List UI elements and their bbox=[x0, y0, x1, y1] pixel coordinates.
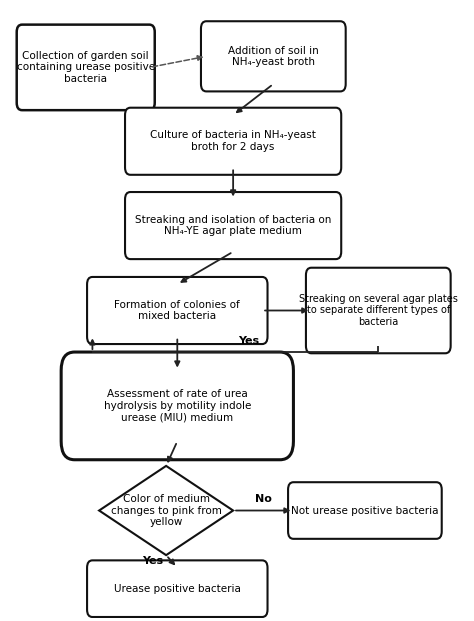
Text: Not urease positive bacteria: Not urease positive bacteria bbox=[291, 505, 438, 515]
FancyBboxPatch shape bbox=[201, 21, 346, 91]
Text: Yes: Yes bbox=[238, 336, 259, 346]
FancyBboxPatch shape bbox=[17, 25, 155, 110]
FancyBboxPatch shape bbox=[125, 192, 341, 259]
Text: Streaking and isolation of bacteria on
NH₄-YE agar plate medium: Streaking and isolation of bacteria on N… bbox=[135, 215, 331, 237]
FancyBboxPatch shape bbox=[306, 268, 451, 353]
Text: Assessment of rate of urea
hydrolysis by motility indole
urease (MIU) medium: Assessment of rate of urea hydrolysis by… bbox=[104, 389, 251, 422]
Text: Streaking on several agar plates
to separate different types of
bacteria: Streaking on several agar plates to sepa… bbox=[299, 294, 458, 327]
FancyBboxPatch shape bbox=[87, 277, 267, 344]
Text: Addition of soil in
NH₄-yeast broth: Addition of soil in NH₄-yeast broth bbox=[228, 45, 319, 67]
Text: Color of medium
changes to pink from
yellow: Color of medium changes to pink from yel… bbox=[111, 494, 221, 527]
Text: Formation of colonies of
mixed bacteria: Formation of colonies of mixed bacteria bbox=[114, 300, 240, 321]
Text: Culture of bacteria in NH₄-yeast
broth for 2 days: Culture of bacteria in NH₄-yeast broth f… bbox=[150, 130, 316, 152]
FancyBboxPatch shape bbox=[87, 560, 267, 617]
Polygon shape bbox=[99, 466, 233, 555]
FancyBboxPatch shape bbox=[125, 107, 341, 175]
Text: Urease positive bacteria: Urease positive bacteria bbox=[114, 584, 241, 594]
Text: Yes: Yes bbox=[142, 556, 163, 566]
FancyBboxPatch shape bbox=[288, 483, 442, 539]
FancyBboxPatch shape bbox=[61, 352, 293, 460]
Text: No: No bbox=[255, 494, 272, 504]
Text: Collection of garden soil
containing urease positive
bacteria: Collection of garden soil containing ure… bbox=[17, 51, 155, 84]
